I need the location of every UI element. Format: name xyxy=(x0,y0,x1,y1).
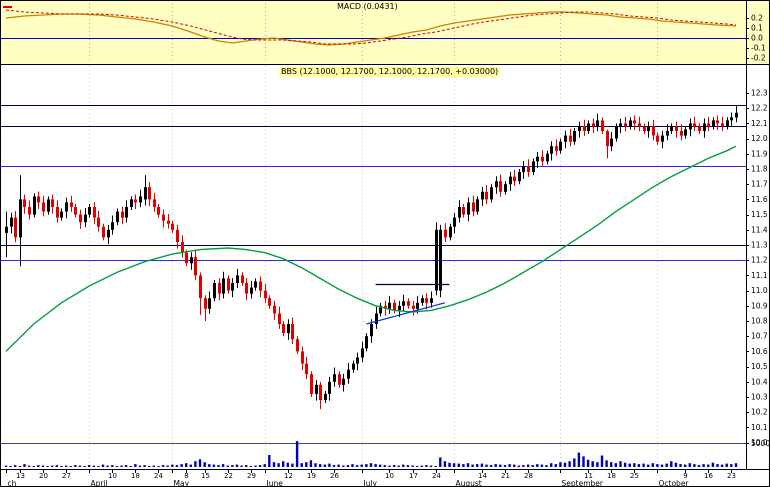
x-axis-date-label: 14 xyxy=(478,472,487,480)
x-axis-date-label: 27 xyxy=(62,472,71,480)
price-axis-label: 10.6 xyxy=(751,347,768,356)
price-axis-label: 10.4 xyxy=(751,377,768,386)
x-axis-date-label: 17 xyxy=(409,472,418,480)
macd-panel xyxy=(1,9,746,46)
price-axis-label: 10.3 xyxy=(751,393,768,402)
price-axis-label: 11.0 xyxy=(751,286,768,295)
volume-bars xyxy=(4,441,738,467)
price-axis-label: 10.1 xyxy=(751,423,768,432)
price-axis-label: 11.5 xyxy=(751,210,768,219)
price-axis-label: 10.7 xyxy=(751,332,768,341)
price-axis-label: 10.2 xyxy=(751,408,768,417)
x-axis-month-label: May xyxy=(174,479,190,487)
macd-axis-label: 0.2 xyxy=(751,14,763,23)
x-axis-date-label: 29 xyxy=(247,472,256,480)
x-axis-month-label: July xyxy=(363,479,378,487)
price-axis-label: 11.4 xyxy=(751,225,768,234)
price-axis-label: 11.9 xyxy=(751,149,768,158)
price-panel xyxy=(1,105,746,410)
signal-line-start-mark xyxy=(3,6,12,8)
x-axis-month-label: June xyxy=(266,479,284,487)
x-axis-month-label: April xyxy=(91,479,108,487)
macd-axis-label: -0.2 xyxy=(751,54,766,63)
price-axis-label: 10.0 xyxy=(751,438,768,447)
x-axis-date-label: 24 xyxy=(432,472,441,480)
x-axis-date-label: 19 xyxy=(307,472,316,480)
x-axis-month-label: October xyxy=(659,479,690,487)
x-axis-month-label: ch xyxy=(8,479,17,487)
x-axis-month-label: August xyxy=(456,479,482,487)
price-axis-label: 10.5 xyxy=(751,362,768,371)
x-axis-date-label: 15 xyxy=(201,472,210,480)
price-axis-label: 11.7 xyxy=(751,180,768,189)
x-axis-date-label: 18 xyxy=(131,472,140,480)
x-axis-date-label: 24 xyxy=(154,472,163,480)
x-axis-date-label: 10 xyxy=(108,472,117,480)
x-axis-month-label: September xyxy=(562,479,604,487)
indicator-panel-background xyxy=(1,1,769,64)
x-axis-date-label: 22 xyxy=(224,472,233,480)
x-axis-date-label: 20 xyxy=(39,472,48,480)
price-axis-label: 11.1 xyxy=(751,271,768,280)
x-axis-date-label: 11 xyxy=(584,472,593,480)
x-axis-date-label: 26 xyxy=(330,472,339,480)
macd-line xyxy=(5,11,737,46)
x-axis-date-label: 10 xyxy=(385,472,394,480)
price-axis-label: 12.1 xyxy=(751,119,768,128)
x-axis-date-label: 18 xyxy=(607,472,616,480)
price-axis-label: 12.2 xyxy=(751,104,768,113)
x-axis-date-label: 12 xyxy=(284,472,293,480)
macd-indicator-title: MACD (0.0431) xyxy=(337,2,398,11)
signal-line xyxy=(5,9,737,45)
macd-axis-label: 0.1 xyxy=(751,24,763,33)
x-axis-date-label: 28 xyxy=(524,472,533,480)
symbol-quote-title: BBS (12.1000, 12.1700, 12.1000, 12.1700,… xyxy=(279,67,501,77)
x-axis-date-label: 9 xyxy=(683,472,687,480)
trendline xyxy=(366,302,446,325)
price-axis-label: 11.2 xyxy=(751,256,768,265)
x-axis-date-label: 25 xyxy=(630,472,639,480)
candlesticks xyxy=(5,106,738,410)
x-axis-date-label: 8 xyxy=(184,472,188,480)
month-gridlines xyxy=(89,3,658,467)
price-axis-label: 11.8 xyxy=(751,165,768,174)
price-axis-label: 10.8 xyxy=(751,317,768,326)
x-axis-date-label: 21 xyxy=(501,472,510,480)
macd-axis-label: -0.1 xyxy=(751,44,766,53)
x-axis-date-label: 13 xyxy=(16,472,25,480)
price-axis-label: 12.3 xyxy=(751,89,768,98)
volume-panel xyxy=(1,441,746,467)
panel-backgrounds xyxy=(1,1,769,64)
price-axis-label: 10.9 xyxy=(751,301,768,310)
volume-gridline-label: 50000 xyxy=(751,439,770,448)
price-axis-label: 11.6 xyxy=(751,195,768,204)
price-axis-label: 11.3 xyxy=(751,241,768,250)
x-axis-date-label: 23 xyxy=(727,472,736,480)
macd-axis-label: 0.0 xyxy=(751,34,763,43)
price-axis-label: 12.0 xyxy=(751,134,768,143)
x-axis-date-label: 16 xyxy=(704,472,713,480)
